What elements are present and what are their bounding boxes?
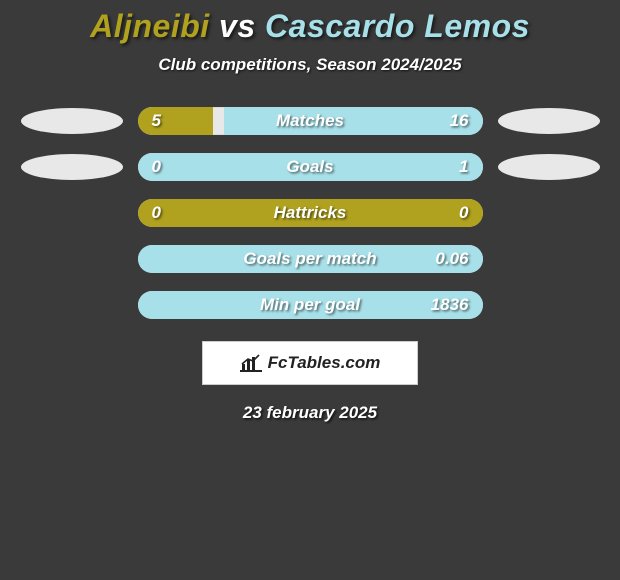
stat-bar: 5 Matches 16 (138, 107, 483, 135)
comparison-infographic: Aljneibi vs Cascardo Lemos Club competit… (0, 0, 620, 423)
stat-row: 0 Goals 1 (0, 153, 620, 181)
stat-label: Goals per match (243, 249, 376, 269)
stat-bar: Min per goal 1836 (138, 291, 483, 319)
stat-value-right: 0 (459, 203, 468, 223)
brand-name: FcTables.com (268, 353, 381, 373)
page-title: Aljneibi vs Cascardo Lemos (90, 8, 530, 45)
brand-footer: FcTables.com (202, 341, 418, 385)
stat-bar: 0 Goals 1 (138, 153, 483, 181)
avatar-right (498, 154, 600, 180)
stat-label: Matches (276, 111, 344, 131)
stat-bar: 0 Hattricks 0 (138, 199, 483, 227)
stat-label: Hattricks (274, 203, 347, 223)
stat-value-left: 5 (152, 111, 161, 131)
stat-value-left: 0 (152, 203, 161, 223)
stat-value-right: 1 (459, 157, 468, 177)
title-player2: Cascardo Lemos (265, 8, 530, 44)
stat-row: Min per goal 1836 (0, 291, 620, 319)
stat-row: 5 Matches 16 (0, 107, 620, 135)
chart-icon (240, 354, 262, 372)
stat-label: Min per goal (260, 295, 360, 315)
bar-fill-left (138, 107, 214, 135)
stat-row: 0 Hattricks 0 (0, 199, 620, 227)
stat-value-right: 16 (450, 111, 469, 131)
stat-rows: 5 Matches 16 0 Goals 1 0 Hattricks 0 Goals per ma… (0, 107, 620, 319)
title-player1: Aljneibi (90, 8, 210, 44)
stat-value-right: 1836 (431, 295, 469, 315)
bar-fill-right (224, 107, 483, 135)
stat-value-right: 0.06 (435, 249, 468, 269)
avatar-left (21, 108, 123, 134)
avatar-left (21, 154, 123, 180)
stat-row: Goals per match 0.06 (0, 245, 620, 273)
stat-value-left: 0 (152, 157, 161, 177)
avatar-right (498, 108, 600, 134)
title-connector: vs (219, 8, 256, 44)
stat-bar: Goals per match 0.06 (138, 245, 483, 273)
date: 23 february 2025 (243, 403, 377, 423)
stat-label: Goals (286, 157, 333, 177)
subtitle: Club competitions, Season 2024/2025 (158, 55, 461, 75)
